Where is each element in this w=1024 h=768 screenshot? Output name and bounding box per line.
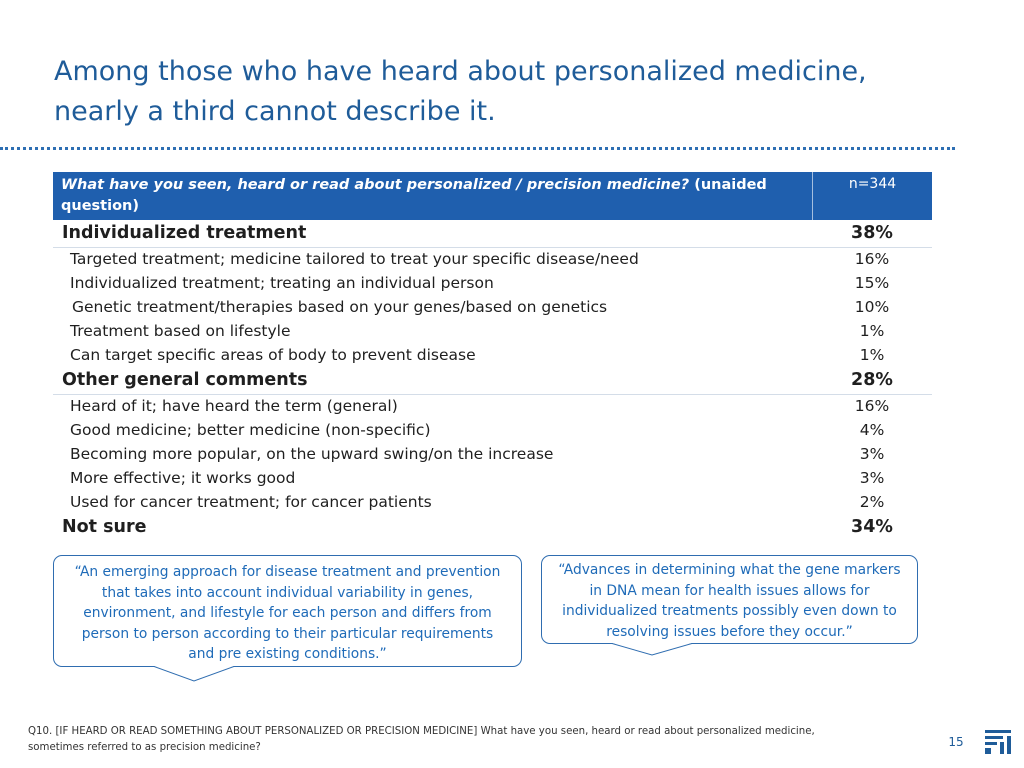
category-label: Individualized treatment [62,223,307,243]
quote-line: and pre existing conditions.” [188,646,387,662]
quote-line: person to person according to their part… [81,625,494,642]
row-value: 4% [859,421,885,439]
category-row: Individualized treatment 38% [53,222,932,248]
quote-line: resolving issues before they occur.” [606,623,853,640]
category-label: Other general comments [62,370,308,390]
row-label: Targeted treatment; medicine tailored to… [70,250,639,268]
speech-tail-right [612,643,692,656]
row-label: Individualized treatment; treating an in… [70,274,494,292]
category-value: 28% [851,370,893,390]
quote-line: in DNA mean for health issues allows for [589,582,870,599]
row-value: 16% [854,397,890,415]
title-line-2: nearly a third cannot describe it. [54,96,496,127]
category-label: Not sure [62,517,147,537]
row-label: Becoming more popular, on the upward swi… [70,445,554,463]
row-value: 1% [859,322,885,340]
quote-line: that takes into account individual varia… [101,584,474,601]
row-value: 10% [854,298,890,316]
table-row: Individualized treatment; treating an in… [53,272,932,296]
company-logo-icon [985,730,1011,754]
sample-size: n=344 [848,176,897,192]
quote-line: “An emerging approach for disease treatm… [74,564,501,580]
row-label: Can target specific areas of body to pre… [70,346,476,364]
table-row: Becoming more popular, on the upward swi… [53,443,932,467]
footnote: Q10. [IF HEARD OR READ SOMETHING ABOUT P… [28,724,848,756]
row-value: 15% [854,274,890,292]
quote-bubble-right: “Advances in determining what the gene m… [541,555,918,656]
footnote-line-2: sometimes referred to as precision medic… [28,742,261,753]
row-value: 2% [859,493,885,511]
table-row: Can target specific areas of body to pre… [53,344,932,368]
row-value: 16% [854,250,890,268]
question-suffix: (unaided question) [61,177,767,214]
page-title: Among those who have heard about persona… [54,52,954,132]
row-label: More effective; it works good [70,469,296,487]
dotted-divider [0,147,955,150]
row-value: 3% [859,445,885,463]
quote-line: individualized treatments possibly even … [562,603,897,619]
category-value: 34% [851,517,893,537]
table-row: Genetic treatment/therapies based on you… [53,296,932,320]
table-row: Targeted treatment; medicine tailored to… [53,248,932,272]
category-row: Other general comments 28% [53,369,932,395]
table-row: More effective; it works good 3% [53,467,932,491]
quote-bubble-left: “An emerging approach for disease treatm… [53,555,522,682]
page-number: 15 [948,735,964,749]
row-label: Used for cancer treatment; for cancer pa… [70,493,432,511]
question-italic: What have you seen, heard or read about … [61,177,690,193]
category-value: 38% [851,223,893,243]
title-line-1: Among those who have heard about persona… [54,56,867,87]
table-row: Treatment based on lifestyle 1% [53,320,932,344]
speech-tail-left [154,666,234,682]
table-header: What have you seen, heard or read about … [53,172,932,220]
quote-line: environment, and lifestyle for each pers… [83,605,492,621]
footnote-line-1: Q10. [IF HEARD OR READ SOMETHING ABOUT P… [28,726,815,737]
table-row: Used for cancer treatment; for cancer pa… [53,491,932,515]
row-label: Heard of it; have heard the term (genera… [70,397,398,415]
quote-line: “Advances in determining what the gene m… [558,562,901,578]
table-row: Heard of it; have heard the term (genera… [53,395,932,419]
row-value: 1% [859,346,885,364]
row-label: Good medicine; better medicine (non-spec… [70,421,431,439]
row-label: Genetic treatment/therapies based on you… [72,298,608,316]
table-question: What have you seen, heard or read about … [61,175,806,217]
category-row: Not sure 34% [53,516,932,541]
row-value: 3% [859,469,885,487]
header-separator [812,172,813,220]
row-label: Treatment based on lifestyle [70,322,291,340]
table-row: Good medicine; better medicine (non-spec… [53,419,932,443]
